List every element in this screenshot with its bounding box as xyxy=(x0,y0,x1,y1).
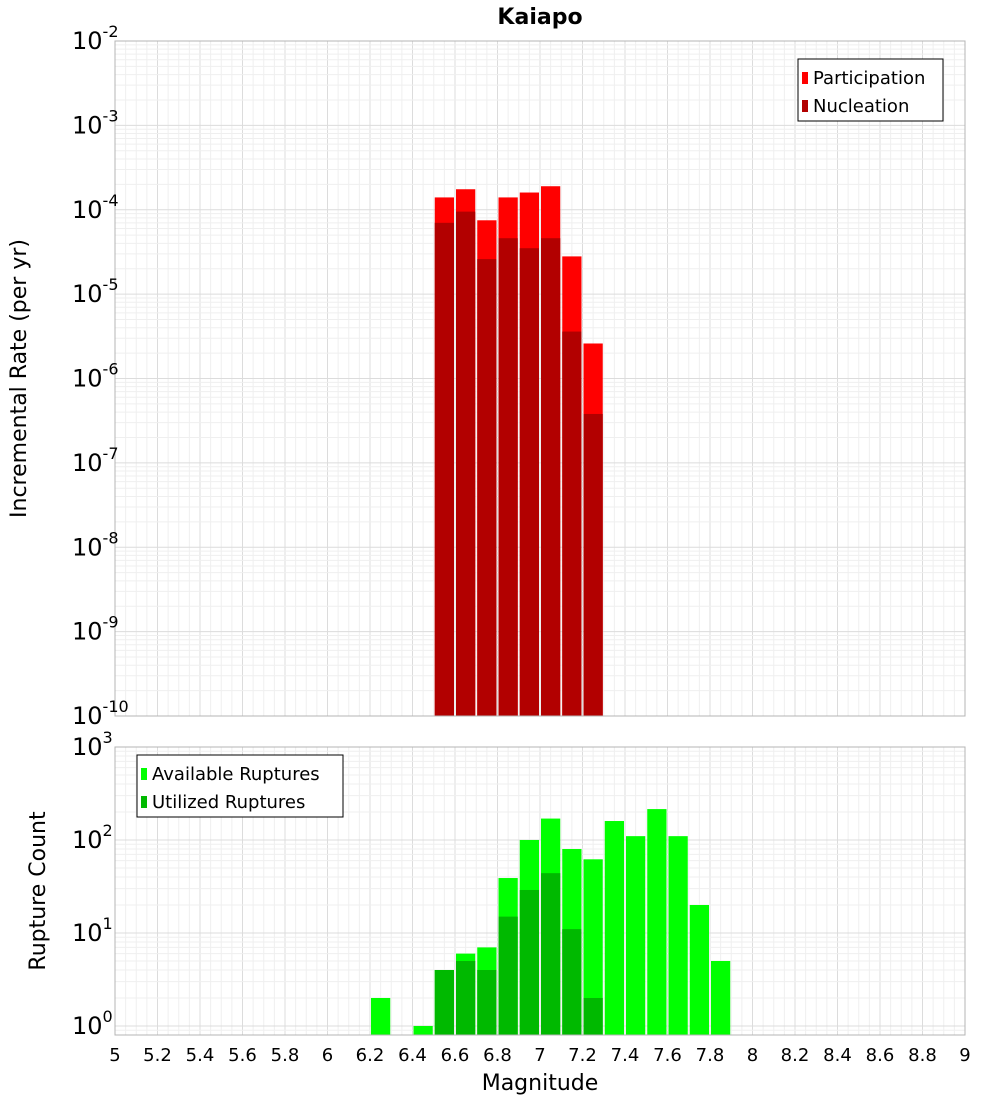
x-tick-label: 8.8 xyxy=(908,1045,937,1066)
x-tick-label: 6.6 xyxy=(441,1045,470,1066)
bar-nucleation-7.25 xyxy=(583,413,603,716)
y-tick-label: 10-9 xyxy=(72,613,119,646)
bar-available-ruptures-7.85 xyxy=(711,960,731,1035)
legend-box xyxy=(136,754,344,818)
bar-available-ruptures-7.55 xyxy=(647,809,667,1035)
plot-frame xyxy=(114,40,966,717)
legend-box xyxy=(797,58,944,122)
legend-swatch xyxy=(802,72,808,84)
x-tick-label: 7.6 xyxy=(653,1045,682,1066)
x-axis-title: Magnitude xyxy=(482,1071,599,1096)
x-tick-label: 7 xyxy=(534,1045,545,1066)
bar-nucleation-6.85 xyxy=(498,238,518,716)
plot-panel-1: 100 101 102 103 Rupture Count Available Ruptu… xyxy=(26,728,966,1040)
y-tick-label: 10-3 xyxy=(72,106,119,139)
legend-label: Utilized Ruptures xyxy=(152,792,305,813)
y-tick-label: 10-7 xyxy=(72,444,119,477)
x-tick-label: 8 xyxy=(747,1045,758,1066)
y-tick-label: 102 xyxy=(72,821,113,854)
bar-nucleation-6.65 xyxy=(456,211,476,716)
plot-frame xyxy=(114,746,966,1036)
x-tick-label: 5 xyxy=(109,1045,120,1066)
x-tick-label: 6.8 xyxy=(483,1045,512,1066)
bar-available-ruptures-7.75 xyxy=(689,904,709,1035)
legend-swatch xyxy=(141,796,147,808)
bar-utilized-ruptures-7.05 xyxy=(541,873,561,1035)
bar-utilized-ruptures-6.75 xyxy=(477,969,497,1035)
y-tick-label: 10-5 xyxy=(72,275,119,308)
legend-label: Nucleation xyxy=(813,96,909,117)
y-tick-label: 10-4 xyxy=(72,191,119,224)
x-tick-label: 8.4 xyxy=(823,1045,852,1066)
bar-available-ruptures-7.65 xyxy=(668,836,688,1035)
y-tick-label: 10-2 xyxy=(72,22,119,55)
bar-available-ruptures-6.45 xyxy=(413,1025,433,1035)
legend-label: Participation xyxy=(813,68,925,89)
bar-utilized-ruptures-7.25 xyxy=(583,997,603,1035)
bar-nucleation-6.75 xyxy=(477,259,497,716)
x-tick-label: 7.4 xyxy=(611,1045,640,1066)
bar-nucleation-6.55 xyxy=(434,222,454,716)
legend-swatch xyxy=(802,100,808,112)
bar-utilized-ruptures-6.55 xyxy=(434,969,454,1035)
bar-nucleation-7.05 xyxy=(541,238,561,716)
bar-utilized-ruptures-6.65 xyxy=(456,960,476,1035)
y-tick-label: 10-10 xyxy=(72,697,129,730)
y-tick-label: 100 xyxy=(72,1007,113,1040)
x-tick-label: 7.8 xyxy=(696,1045,725,1066)
y-axis-title: Rupture Count xyxy=(26,811,51,971)
y-tick-label: 103 xyxy=(72,728,113,761)
y-tick-label: 10-8 xyxy=(72,528,119,561)
x-tick-label: 9 xyxy=(959,1045,970,1066)
bar-available-ruptures-7.35 xyxy=(604,821,624,1035)
legend-swatch xyxy=(141,768,147,780)
x-tick-label: 8.6 xyxy=(866,1045,895,1066)
y-tick-label: 101 xyxy=(72,914,113,947)
x-tick-label: 7.2 xyxy=(568,1045,597,1066)
x-tick-label: 8.2 xyxy=(781,1045,810,1066)
x-tick-label: 5.2 xyxy=(143,1045,172,1066)
x-tick-label: 6.4 xyxy=(398,1045,427,1066)
bar-available-ruptures-6.25 xyxy=(371,997,391,1035)
bar-nucleation-7.15 xyxy=(562,331,582,716)
chart-title: Kaiapo xyxy=(497,5,582,30)
bar-utilized-ruptures-7.15 xyxy=(562,929,582,1035)
x-tick-label: 5.8 xyxy=(271,1045,300,1066)
bar-available-ruptures-7.25 xyxy=(583,859,603,1035)
y-tick-label: 10-6 xyxy=(72,360,119,393)
bar-available-ruptures-7.45 xyxy=(626,836,646,1035)
x-tick-label: 6.2 xyxy=(356,1045,385,1066)
x-tick-label: 5.4 xyxy=(186,1045,215,1066)
x-tick-label: 6 xyxy=(322,1045,333,1066)
plot-panel-0: 10-10 10-9 10-8 10-7 10-6 10-5 10-4 10-3 10-2 Inc… xyxy=(7,22,966,730)
legend-label: Available Ruptures xyxy=(152,764,320,785)
x-tick-label: 5.6 xyxy=(228,1045,257,1066)
bar-nucleation-6.95 xyxy=(519,248,539,717)
y-axis-title: Incremental Rate (per yr) xyxy=(7,239,32,518)
bar-utilized-ruptures-6.95 xyxy=(519,889,539,1035)
bar-utilized-ruptures-6.85 xyxy=(498,916,518,1035)
